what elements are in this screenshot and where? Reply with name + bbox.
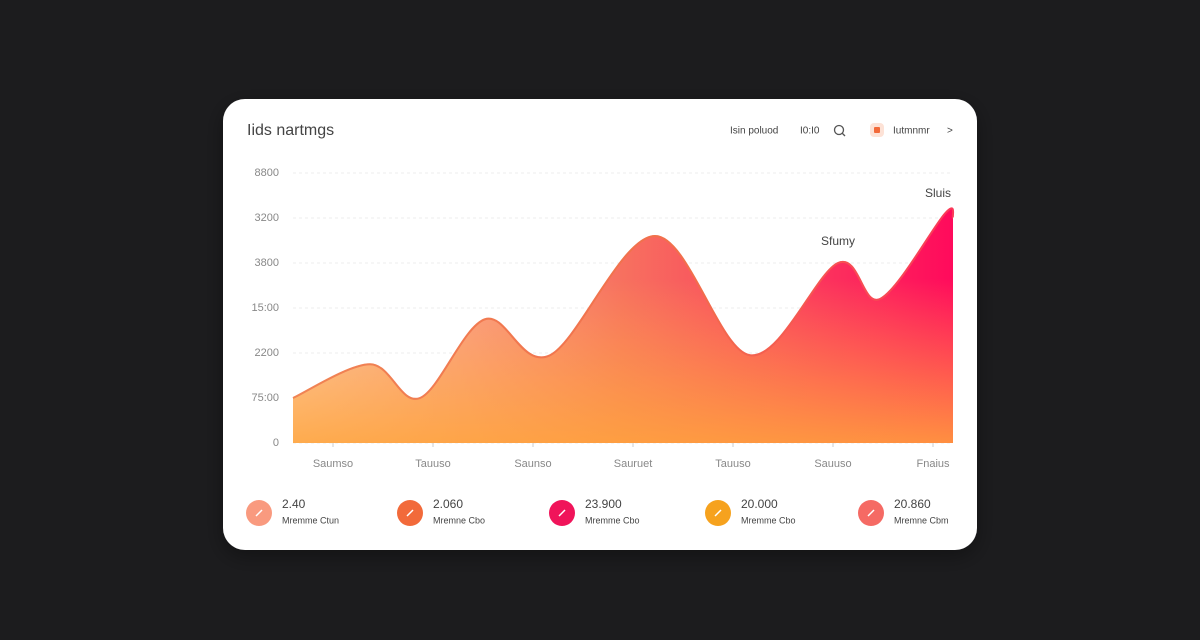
- stat-glyph: [558, 509, 566, 517]
- stat-value: 20.000: [741, 497, 778, 511]
- stat-label: Mremne Cbm: [894, 515, 949, 525]
- stat-value: 2.060: [433, 497, 463, 511]
- stat-value: 2.40: [282, 497, 306, 511]
- y-tick-label: 0: [273, 437, 279, 449]
- y-tick-label: 75:00: [251, 392, 279, 404]
- x-tick-label: Sauuso: [814, 458, 851, 470]
- x-tick-label: Tauuso: [415, 458, 450, 470]
- y-tick-label: 2200: [255, 347, 279, 359]
- x-tick-label: Sauruet: [614, 458, 653, 470]
- x-tick-label: Saunso: [514, 458, 551, 470]
- annotation: Sluis: [925, 186, 951, 200]
- stat-glyph: [406, 509, 414, 517]
- more[interactable]: >: [947, 126, 953, 137]
- stat-label: Mremme Cbo: [585, 515, 640, 525]
- line-accent: [292, 207, 955, 400]
- stat-label: Mremne Cbo: [433, 515, 485, 525]
- y-tick-label: 3800: [255, 257, 279, 269]
- nav-link[interactable]: Isin poluod: [730, 126, 778, 137]
- annotation: Sfumy: [821, 234, 855, 248]
- y-tick-label: 3200: [255, 212, 279, 224]
- search-icon[interactable]: [833, 124, 846, 137]
- stat-value: 23.900: [585, 497, 622, 511]
- area-glow: [293, 208, 954, 443]
- stat-label: Mremme Cbo: [741, 515, 796, 525]
- stat-label: Mremme Ctun: [282, 515, 339, 525]
- stat-glyph: [867, 509, 875, 517]
- y-tick-label: 15:00: [251, 302, 279, 314]
- stat-value: 20.860: [894, 497, 931, 511]
- avatar-icon: [874, 127, 880, 133]
- user-name[interactable]: Iutmnmr: [893, 126, 930, 137]
- y-tick-label: 8800: [255, 167, 279, 179]
- nav-link[interactable]: I0:I0: [800, 126, 820, 137]
- x-tick-label: Saumso: [313, 458, 353, 470]
- stat-glyph: [255, 509, 263, 517]
- x-tick-label: Tauuso: [715, 458, 750, 470]
- line: [292, 207, 955, 400]
- title: Iids nartmgs: [247, 122, 334, 139]
- stat-glyph: [714, 509, 722, 517]
- x-tick-label: Fnaius: [916, 458, 950, 470]
